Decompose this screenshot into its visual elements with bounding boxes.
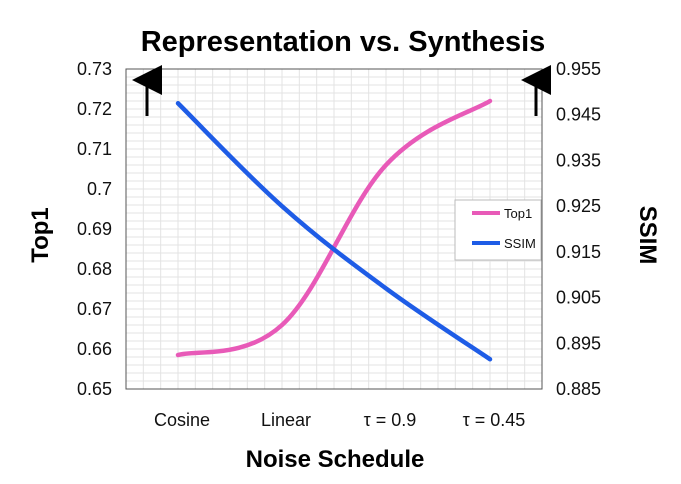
legend-box <box>454 199 542 261</box>
right-tick-label: 0.885 <box>556 379 601 399</box>
left-axis-title: Top1 <box>27 207 54 263</box>
x-tick-label: Cosine <box>154 410 210 430</box>
right-tick-label: 0.955 <box>556 59 601 79</box>
left-tick-label: 0.71 <box>77 139 112 159</box>
plot-frame <box>125 68 543 390</box>
x-tick-label: τ = 0.45 <box>463 410 526 430</box>
left-tick-label: 0.68 <box>77 259 112 279</box>
x-axis-title: Noise Schedule <box>246 446 425 473</box>
right-tick-label: 0.945 <box>556 105 601 125</box>
left-tick-label: 0.69 <box>77 219 112 239</box>
right-tick-label: 0.915 <box>556 242 601 262</box>
left-tick-label: 0.73 <box>77 59 112 79</box>
right-axis-ticks: 0.885 0.895 0.905 0.915 0.925 0.935 0.945 0.955 <box>556 59 601 399</box>
x-tick-label: τ = 0.9 <box>364 410 417 430</box>
left-tick-label: 0.65 <box>77 379 112 399</box>
legend-label-ssim: SSIM <box>504 236 536 251</box>
chart-title: Representation vs. Synthesis <box>141 26 546 58</box>
left-tick-label: 0.67 <box>77 299 112 319</box>
left-tick-label: 0.66 <box>77 339 112 359</box>
right-tick-label: 0.925 <box>556 196 601 216</box>
right-tick-label: 0.905 <box>556 288 601 308</box>
left-tick-label: 0.72 <box>77 99 112 119</box>
series-line-top1 <box>175 98 493 358</box>
series-lines <box>175 98 493 362</box>
x-axis-ticks: Cosine Linear τ = 0.9 τ = 0.45 <box>154 410 525 430</box>
left-axis-ticks: 0.65 0.66 0.67 0.68 0.69 0.7 0.71 0.72 0.73 <box>77 59 112 399</box>
right-tick-label: 0.895 <box>556 333 601 353</box>
legend: Top1 SSIM <box>454 199 542 261</box>
series-line-ssim <box>175 101 493 362</box>
legend-label-top1: Top1 <box>504 206 532 221</box>
x-tick-label: Linear <box>261 410 311 430</box>
right-tick-label: 0.935 <box>556 150 601 170</box>
left-tick-label: 0.7 <box>87 179 112 199</box>
right-axis-title: SSIM <box>634 206 661 265</box>
